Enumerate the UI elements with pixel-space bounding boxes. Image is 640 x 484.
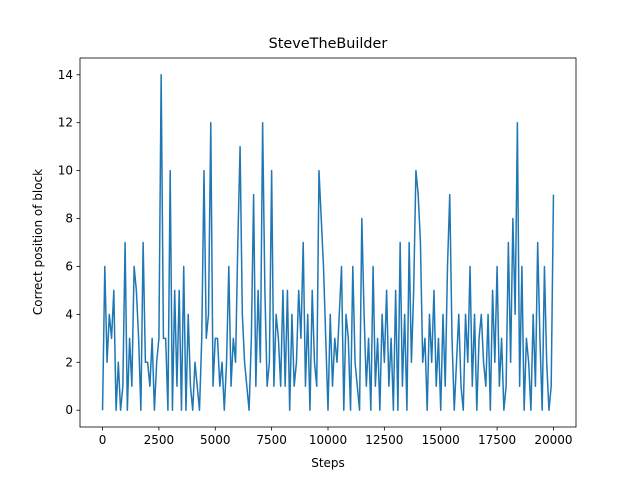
y-tick-label: 10 xyxy=(58,164,73,178)
y-tick-label: 4 xyxy=(65,307,73,321)
x-tick-label: 5000 xyxy=(200,433,231,447)
x-tick-label: 7500 xyxy=(256,433,287,447)
x-tick-label: 17500 xyxy=(478,433,516,447)
x-tick-label: 20000 xyxy=(534,433,572,447)
y-axis-label: Correct position of block xyxy=(31,169,45,315)
x-tick-label: 15000 xyxy=(422,433,460,447)
x-tick-label: 0 xyxy=(99,433,107,447)
y-tick-label: 14 xyxy=(58,68,73,82)
x-tick-label: 2500 xyxy=(144,433,175,447)
x-axis-label: Steps xyxy=(311,456,345,470)
y-tick-label: 6 xyxy=(65,259,73,273)
x-tick-label: 12500 xyxy=(365,433,403,447)
axes-frame xyxy=(79,57,577,428)
data-line xyxy=(101,74,555,411)
y-tick-label: 8 xyxy=(65,212,73,226)
y-tick-label: 12 xyxy=(58,116,73,130)
chart-title: SteveTheBuilder xyxy=(269,36,388,52)
x-tick-label: 10000 xyxy=(309,433,347,447)
y-tick-label: 0 xyxy=(65,403,73,417)
y-tick-label: 2 xyxy=(65,355,73,369)
